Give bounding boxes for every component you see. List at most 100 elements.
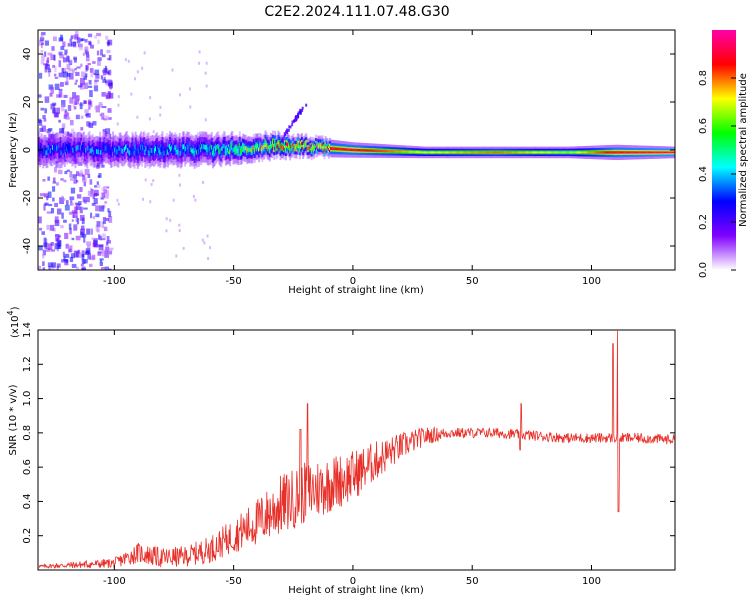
heatmap-cell (80, 263, 84, 267)
heatmap-cell (240, 148, 243, 153)
heatmap-cell (259, 143, 262, 148)
heatmap-cell (366, 149, 369, 152)
heatmap-cell (285, 130, 288, 134)
heatmap-cell (75, 71, 80, 77)
heatmap-cell (587, 151, 590, 154)
heatmap-cell (419, 151, 422, 154)
heatmap-cell (72, 102, 76, 108)
heatmap-cell (602, 151, 605, 154)
heatmap-cell (510, 151, 513, 154)
heatmap-cell (124, 58, 127, 62)
heatmap-cell (339, 147, 342, 151)
heatmap-cell (95, 140, 100, 144)
heatmap-cell (438, 151, 441, 154)
heatmap-cell (39, 193, 45, 197)
heatmap-cell (69, 134, 73, 137)
heatmap-cell (62, 57, 67, 63)
heatmap-cell (304, 143, 307, 147)
heatmap-cell (178, 183, 181, 187)
heatmap-cell (459, 151, 462, 154)
heatmap-cell (81, 250, 85, 258)
heatmap-cell (410, 150, 413, 153)
heatmap-cell (96, 50, 100, 56)
heatmap-cell (103, 226, 108, 232)
heatmap-cell (157, 148, 160, 154)
heatmap-cell (55, 145, 58, 151)
heatmap-cell (101, 233, 106, 240)
heatmap-cell (620, 151, 623, 154)
heatmap-cell (78, 144, 81, 150)
heatmap-cell (106, 240, 112, 244)
heatmap-cell (447, 151, 450, 154)
heatmap-cell (89, 179, 93, 185)
heatmap-cell (215, 146, 218, 152)
heatmap-cell (328, 145, 331, 149)
heatmap-cell (149, 149, 152, 154)
heatmap-cell (99, 161, 104, 165)
heatmap-cell (52, 177, 56, 182)
heatmap-cell (377, 149, 380, 152)
heatmap-cell (86, 228, 91, 235)
heatmap-cell (293, 119, 296, 123)
heatmap-cell (80, 133, 83, 137)
heatmap-cell (117, 103, 120, 107)
heatmap-cell (72, 147, 75, 153)
heatmap-cell (594, 151, 597, 154)
heatmap-cell (118, 145, 121, 151)
heatmap-cell (268, 147, 271, 152)
colorbar-tick-label: 0.2 (698, 214, 709, 230)
heatmap-cell (669, 151, 672, 154)
heatmap-cell (230, 144, 233, 149)
heatmap-cell (452, 151, 455, 154)
heatmap-cell (94, 185, 97, 188)
heatmap-cell (569, 151, 572, 154)
heatmap-cell (524, 151, 527, 154)
heatmap-cell (653, 151, 656, 154)
heatmap-cell (66, 131, 70, 136)
x-tick-label: 50 (466, 576, 479, 587)
heatmap-cell (634, 151, 637, 154)
spectrogram-xlabel: Height of straight line (km) (288, 285, 424, 296)
heatmap-cell (507, 151, 510, 154)
heatmap-cell (67, 59, 73, 64)
heatmap-cell (88, 99, 92, 105)
heatmap-cell (100, 150, 103, 155)
heatmap-cell (90, 71, 93, 78)
heatmap-cell (152, 149, 155, 154)
heatmap-cell (531, 151, 534, 154)
heatmap-cell (362, 149, 365, 152)
heatmap-cell (333, 147, 336, 151)
heatmap-cell (279, 146, 282, 151)
heatmap-cell (104, 131, 108, 137)
heatmap-cell (76, 145, 79, 150)
heatmap-cell (84, 82, 88, 89)
heatmap-cell (64, 144, 67, 150)
heatmap-cell (94, 148, 97, 154)
heatmap-cell (312, 147, 315, 151)
heatmap-cell (202, 145, 205, 151)
heatmap-cell (132, 148, 135, 154)
heatmap-cell (117, 202, 120, 206)
heatmap-cell (629, 151, 632, 154)
heatmap-cell (365, 149, 368, 152)
heatmap-cell (283, 142, 286, 146)
heatmap-cell (48, 133, 53, 141)
heatmap-cell (94, 69, 100, 76)
heatmap-cell (278, 142, 281, 146)
heatmap-cell (144, 150, 147, 155)
heatmap-cell (187, 144, 190, 150)
heatmap-cell (105, 35, 109, 40)
heatmap-cell (93, 85, 99, 92)
heatmap-cell (68, 223, 72, 230)
heatmap-cell (102, 217, 107, 224)
heatmap-cell (97, 175, 101, 178)
heatmap-cell (64, 81, 69, 86)
heatmap-cell (66, 76, 69, 83)
heatmap-cell (267, 145, 270, 150)
heatmap-cell (91, 146, 94, 152)
heatmap-cell (561, 151, 564, 154)
heatmap-cell (322, 146, 325, 150)
heatmap-cell (81, 71, 86, 78)
heatmap-cell (465, 151, 468, 154)
heatmap-cell (323, 148, 326, 152)
